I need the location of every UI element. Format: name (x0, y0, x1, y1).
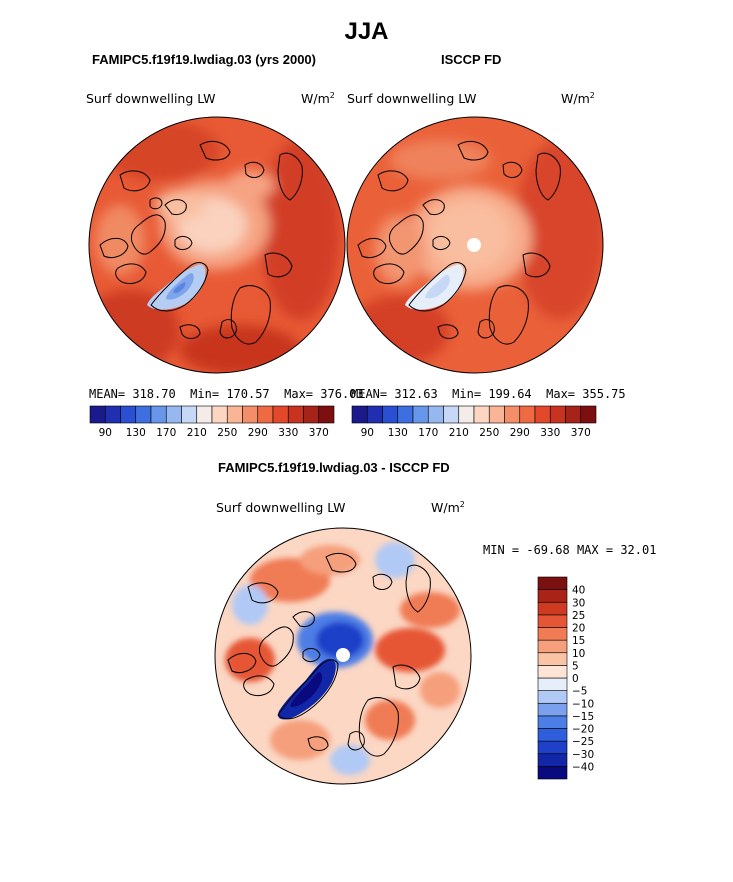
top-left-colorbar-swatch (318, 405, 335, 424)
top-right-colorbar-swatch (366, 405, 383, 424)
top-right-colorbar-tick-label: 130 (388, 427, 408, 439)
top-right-colorbar-swatch (382, 405, 399, 424)
bottom-colorbar-tick-label: −25 (572, 736, 594, 748)
top-left-colorbar-swatch (226, 405, 243, 424)
top-right-map (346, 116, 604, 374)
top-left-colorbar-swatch (150, 405, 167, 424)
top-left-colorbar-swatch (165, 405, 182, 424)
bottom-colorbar-swatch (537, 601, 568, 616)
bottom-map (214, 527, 472, 785)
bottom-colorbar-tick-label: 20 (572, 623, 585, 635)
bottom-colorbar-tick-label: 30 (572, 597, 585, 609)
top-right-colorbar-swatch (427, 405, 444, 424)
bottom-colorbar-swatch (537, 728, 568, 742)
top-right-units: W/m2 (561, 91, 595, 107)
top-left-colorbar-tick-label: 290 (248, 427, 268, 439)
top-left-units: W/m2 (301, 91, 335, 107)
top-right-stats: MEAN= 312.63 Min= 199.64 Max= 355.75 (351, 387, 626, 401)
top-right-colorbar-tick-label: 90 (361, 427, 374, 439)
bottom-colorbar-swatch (537, 665, 568, 679)
bottom-colorbar-tick-label: 25 (572, 610, 585, 622)
top-right-colorbar: 90 130 170 210 250 290 330 370 (351, 405, 597, 439)
bottom-colorbar-swatch (537, 589, 568, 603)
top-left-colorbar-swatch (287, 405, 304, 424)
top-left-colorbar-tick-label: 330 (278, 427, 298, 439)
top-left-map (88, 116, 346, 374)
top-left-colorbar-tick-label: 250 (217, 427, 237, 439)
top-left-colorbar-swatch (196, 405, 213, 424)
top-right-colorbar-swatch (488, 405, 505, 424)
bottom-variable-label: Surf downwelling LW (216, 500, 346, 515)
bottom-colorbar-tick-label: 15 (572, 635, 585, 647)
top-right-colorbar-tick-label: 290 (510, 427, 530, 439)
top-left-heading: FAMIPC5.f19f19.lwdiag.03 (yrs 2000) (92, 52, 316, 67)
top-right-colorbar-tick-label: 170 (418, 427, 438, 439)
top-right-colorbar-swatch (412, 405, 429, 424)
bottom-colorbar-swatch (537, 702, 568, 717)
top-right-colorbar-tick-label: 250 (479, 427, 499, 439)
bottom-colorbar-tick-label: −40 (572, 761, 594, 773)
top-left-colorbar-swatch (104, 405, 121, 424)
top-left-variable-label: Surf downwelling LW (86, 91, 216, 106)
bottom-colorbar-tick-label: 5 (572, 660, 579, 672)
top-left-colorbar-tick-label: 130 (126, 427, 146, 439)
top-right-colorbar-tick-label: 370 (571, 427, 591, 439)
top-left-colorbar-swatch (303, 405, 320, 424)
bottom-stats: MIN = -69.68 MAX = 32.01 (483, 543, 657, 557)
bottom-units: W/m2 (431, 500, 465, 516)
top-left-colorbar-swatch (242, 405, 259, 424)
top-right-variable-label: Surf downwelling LW (347, 91, 477, 106)
top-left-colorbar-swatch (89, 405, 106, 424)
top-right-colorbar-swatch (519, 405, 536, 424)
bottom-colorbar-tick-label: 40 (572, 585, 585, 597)
top-right-colorbar-swatch (565, 405, 582, 424)
top-right-heading: ISCCP FD (441, 52, 502, 67)
top-left-colorbar-swatch (120, 405, 137, 424)
top-left-colorbar-tick-label: 170 (156, 427, 176, 439)
top-right-colorbar-swatch (351, 405, 368, 424)
bottom-colorbar-tick-label: −5 (572, 686, 587, 698)
bottom-heading: FAMIPC5.f19f19.lwdiag.03 - ISCCP FD (218, 460, 450, 475)
top-right-colorbar-tick-label: 330 (540, 427, 560, 439)
bottom-colorbar-swatch (537, 753, 568, 767)
bottom-colorbar-swatch (537, 614, 568, 628)
top-right-colorbar-swatch (443, 405, 460, 424)
top-left-colorbar-swatch (181, 405, 198, 424)
bottom-colorbar-tick-label: 10 (572, 648, 585, 660)
top-right-colorbar-swatch (458, 405, 475, 424)
main-title: JJA (344, 18, 389, 45)
top-left-colorbar-swatch (272, 405, 289, 424)
bottom-colorbar-tick-label: −15 (572, 711, 594, 723)
top-left-colorbar-tick-label: 210 (187, 427, 207, 439)
bottom-colorbar-tick-label: −20 (572, 724, 594, 736)
bottom-colorbar-tick-label: −10 (572, 698, 594, 710)
bottom-colorbar-swatch (537, 740, 568, 755)
bottom-colorbar-tick-label: 0 (572, 673, 579, 685)
top-left-colorbar-tick-label: 370 (309, 427, 329, 439)
top-right-colorbar-swatch (473, 405, 490, 424)
top-left-colorbar-tick-label: 90 (99, 427, 112, 439)
top-left-colorbar-swatch (135, 405, 152, 424)
top-right-colorbar-swatch (397, 405, 414, 424)
bottom-colorbar-swatch (537, 677, 568, 691)
top-right-colorbar-swatch (504, 405, 521, 424)
bottom-colorbar-swatch (537, 639, 568, 654)
bottom-colorbar-swatch (537, 690, 568, 704)
top-right-colorbar-swatch (534, 405, 551, 424)
top-left-colorbar: 90 130 170 210 250 290 330 370 (89, 405, 335, 439)
top-left-colorbar-swatch (257, 405, 274, 424)
bottom-colorbar-swatch (537, 576, 568, 590)
top-left-colorbar-swatch (211, 405, 228, 424)
bottom-colorbar-tick-label: −30 (572, 749, 594, 761)
bottom-colorbar-swatch (537, 715, 568, 729)
top-right-colorbar-swatch (580, 405, 597, 424)
bottom-colorbar-swatch (537, 652, 568, 666)
top-right-colorbar-swatch (549, 405, 566, 424)
top-right-colorbar-tick-label: 210 (449, 427, 469, 439)
bottom-colorbar-swatch (537, 627, 568, 641)
top-left-stats: MEAN= 318.70 Min= 170.57 Max= 376.03 (89, 387, 364, 401)
bottom-colorbar-swatch (537, 766, 568, 780)
